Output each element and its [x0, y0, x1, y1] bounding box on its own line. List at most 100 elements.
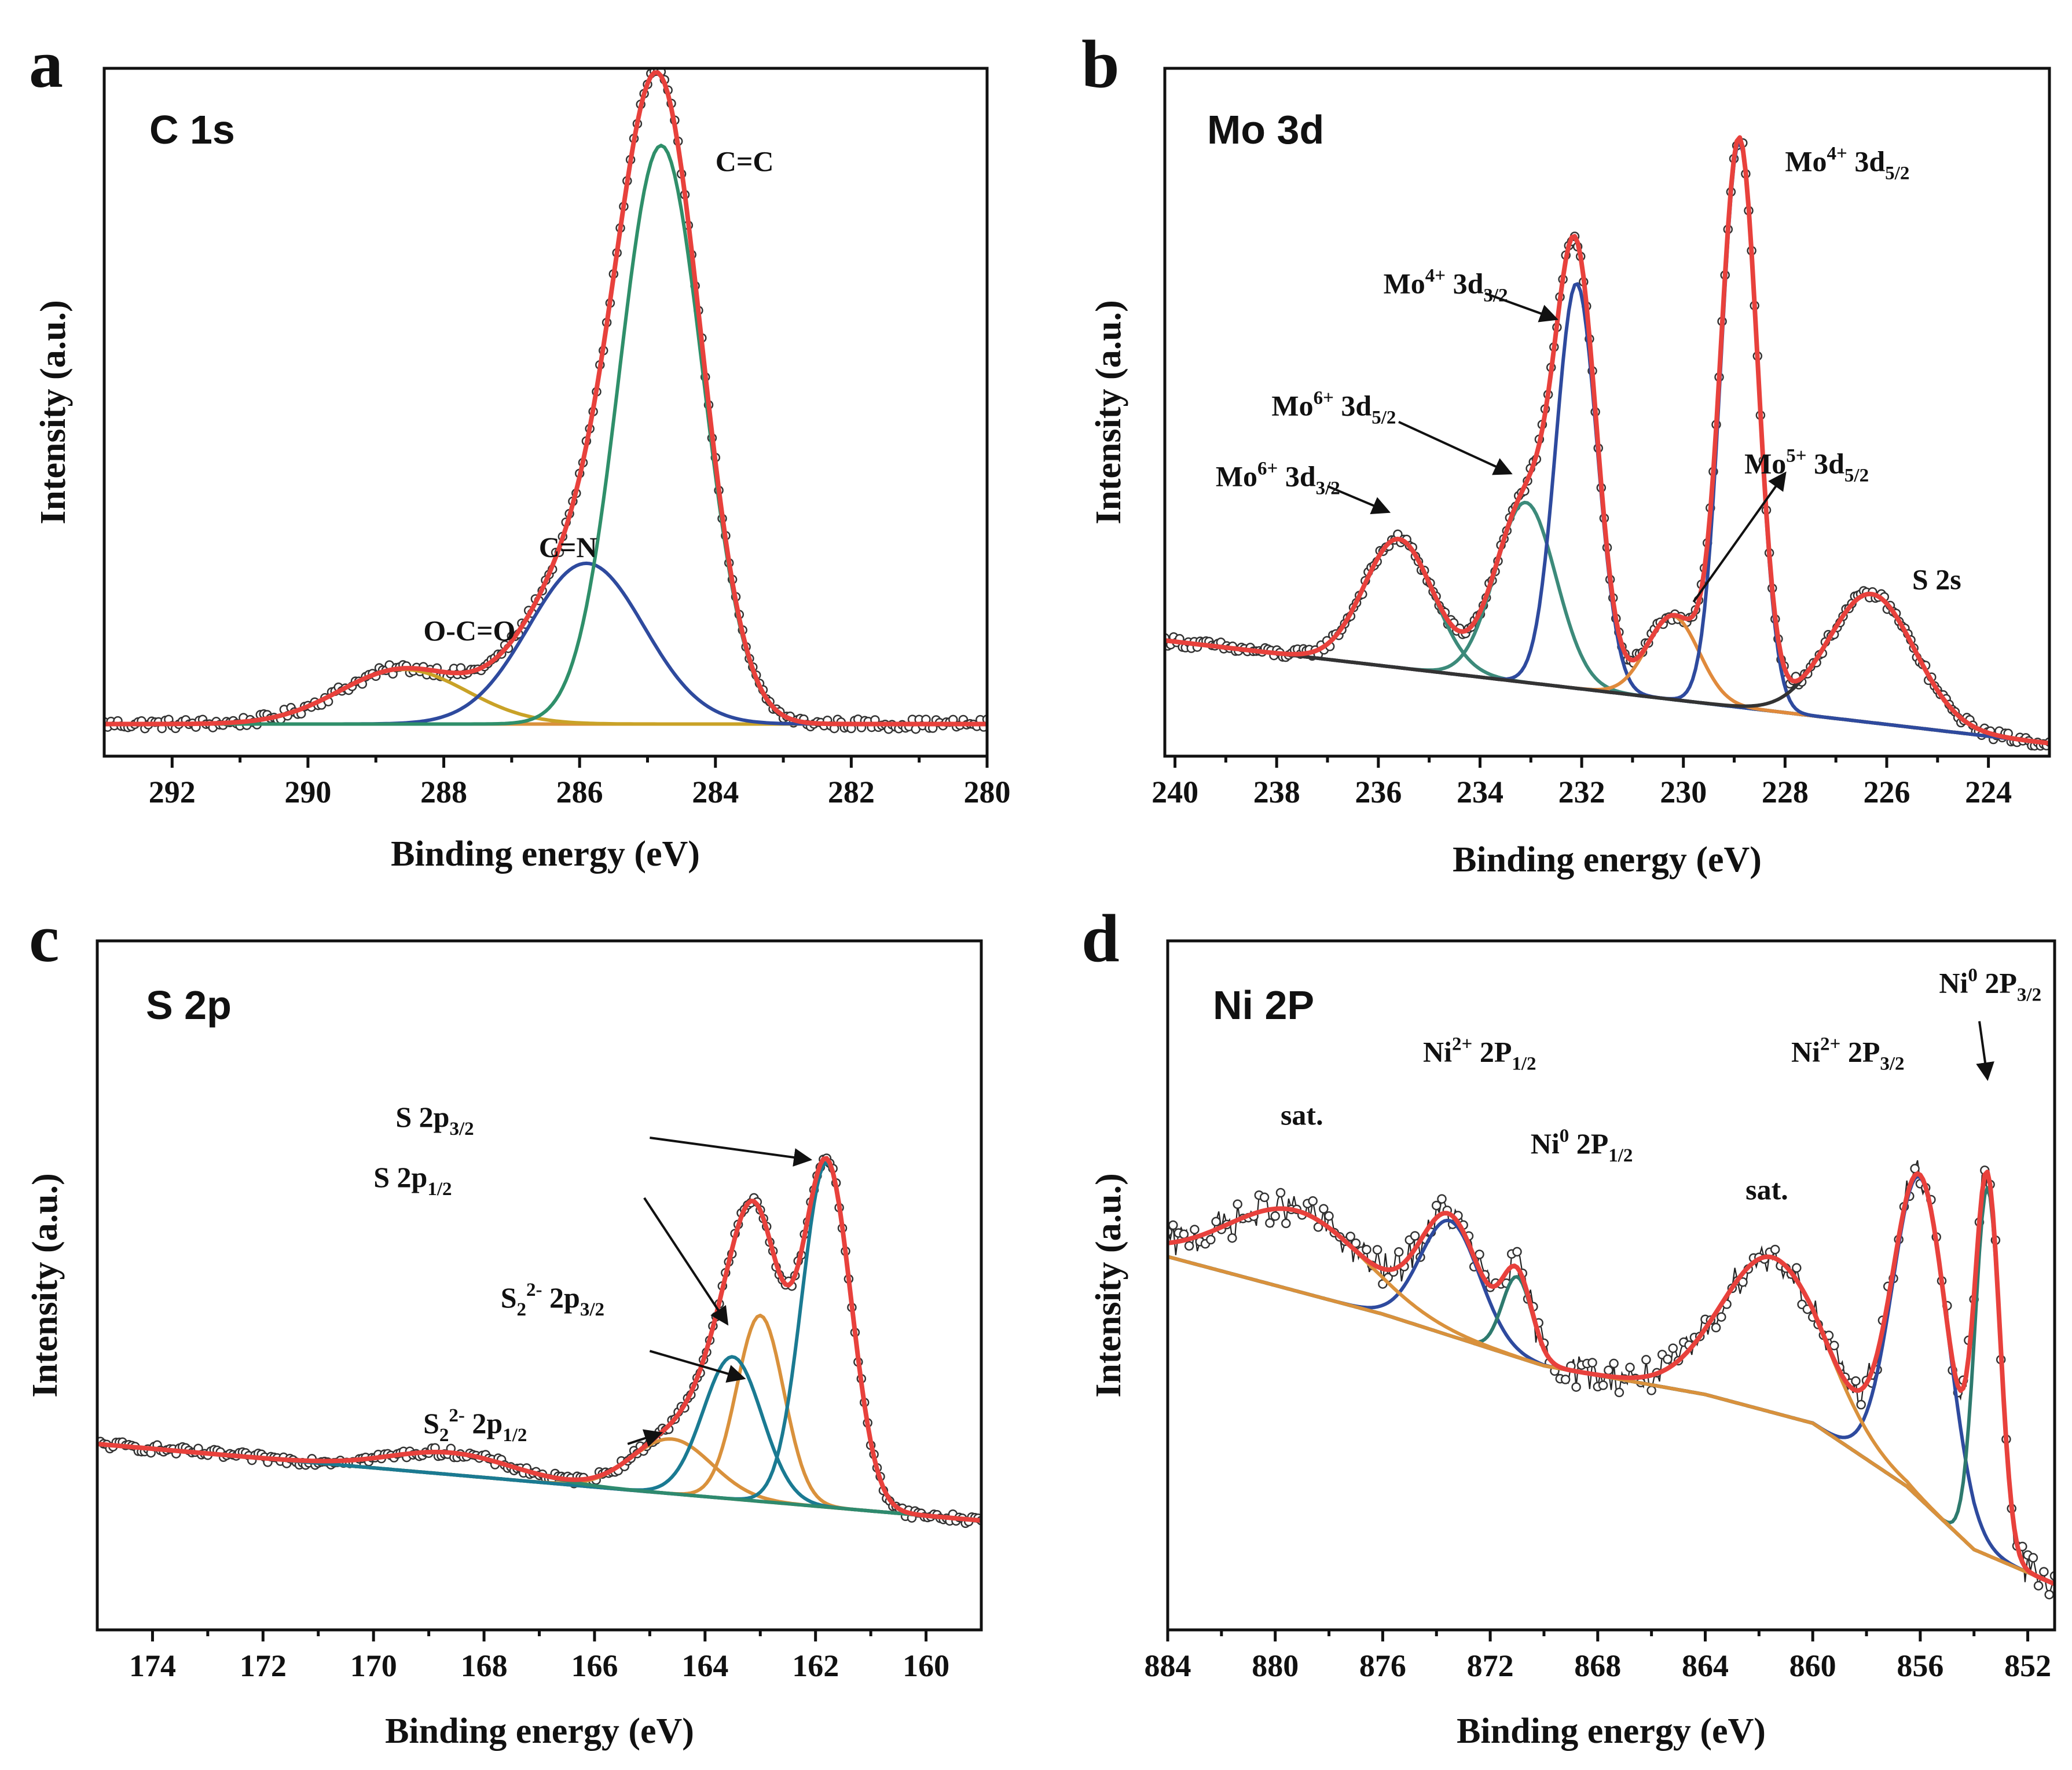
- y-axis-title: Intensity (a.u.): [1089, 300, 1128, 525]
- x-tick-label: 164: [681, 1648, 728, 1683]
- raw-data-point: [1410, 1231, 1420, 1241]
- raw-data-point: [1281, 1218, 1291, 1229]
- x-tick-label: 288: [420, 775, 467, 809]
- fit-envelope-line: [1165, 135, 2049, 746]
- raw-data-point: [1431, 1200, 1442, 1211]
- x-tick-label: 282: [828, 775, 875, 809]
- peak-label: S 2s: [1912, 563, 1961, 595]
- x-tick-label: 236: [1355, 775, 1402, 809]
- raw-data-point: [1265, 1218, 1275, 1228]
- raw-data-point: [1324, 1211, 1334, 1221]
- raw-data-point: [1625, 1362, 1635, 1373]
- peak-label: Mo5+ 3d5/2: [1744, 445, 1869, 486]
- x-tick-label: 172: [240, 1648, 287, 1683]
- x-tick-label: 856: [1897, 1648, 1943, 1683]
- peak-label: Ni2+ 2P1/2: [1423, 1034, 1536, 1074]
- raw-data-point: [1211, 1216, 1221, 1227]
- raw-data-point: [1663, 1354, 1673, 1364]
- peak-label: Ni0 2P1/2: [1531, 1126, 1633, 1166]
- x-tick-label: 872: [1467, 1648, 1514, 1683]
- panel-title: Mo 3d: [1207, 107, 1324, 152]
- raw-data-point: [1233, 1199, 1242, 1210]
- peak-label: C=N: [539, 531, 597, 563]
- x-axis-title: Binding energy (eV): [1453, 840, 1762, 879]
- x-axis-title: Binding energy (eV): [1457, 1712, 1766, 1751]
- x-tick-label: 290: [284, 775, 331, 809]
- raw-data-point: [1560, 1375, 1571, 1384]
- x-tick-label: 166: [571, 1648, 618, 1683]
- fit-envelope-line: [1168, 1170, 2055, 1586]
- x-tick-label: 852: [2004, 1648, 2051, 1683]
- raw-data-point: [1206, 1234, 1216, 1245]
- y-axis-title: Intensity (a.u.): [25, 1173, 65, 1398]
- x-tick-label: 286: [556, 775, 603, 809]
- raw-data-point: [1792, 1263, 1802, 1273]
- raw-data-point: [1717, 1312, 1726, 1322]
- raw-data-point: [1351, 1238, 1361, 1248]
- x-tick-label: 284: [692, 775, 739, 809]
- raw-data-point: [1319, 1204, 1329, 1214]
- peak-label: S 2p3/2: [395, 1101, 474, 1139]
- annotation-arrow: [1692, 471, 1787, 603]
- peak-label: Mo4+ 3d3/2: [1384, 266, 1508, 306]
- panel-b: b 240 238 236 234 232 230 228 226 224 Mo4+ 3d5/2 M…: [1081, 26, 2051, 879]
- raw-data-point: [1587, 1358, 1597, 1368]
- peak-label: O-C=O: [423, 614, 515, 647]
- annotation-arrow: [627, 1429, 663, 1447]
- raw-data-point: [1571, 1382, 1581, 1392]
- x-tick-label: 174: [129, 1648, 176, 1683]
- peak-label: Ni2+ 2P3/2: [1791, 1034, 1905, 1074]
- panel-letter: b: [1081, 26, 1120, 102]
- raw-data-point: [1275, 1188, 1286, 1198]
- y-axis-title: Intensity (a.u.): [1089, 1173, 1128, 1398]
- raw-data-point: [1179, 1229, 1189, 1239]
- panel-letter: a: [29, 26, 63, 102]
- annotation-arrow: [643, 1197, 729, 1326]
- raw-data-point: [2039, 1567, 2049, 1577]
- x-tick-label: 860: [1789, 1648, 1836, 1683]
- fit-envelope-line: [104, 70, 987, 727]
- peak-label: sat.: [1745, 1173, 1788, 1205]
- x-tick-label: 292: [149, 775, 196, 809]
- fit-envelope-line: [97, 1156, 981, 1523]
- raw-data-point: [1646, 1386, 1656, 1395]
- panel-c: c 174 172 170 168 166 164 162 160 S 2p3/2 S 2p1/2…: [25, 900, 983, 1751]
- x-tick-label: 864: [1682, 1648, 1729, 1683]
- peak-label: Mo6+ 3d3/2: [1216, 459, 1340, 499]
- annotation-arrow: [1976, 1021, 1994, 1081]
- plot-frame: [102, 67, 989, 758]
- raw-data-point: [1308, 1196, 1318, 1206]
- raw-data-line: [1168, 1160, 2055, 1597]
- x-tick-label: 160: [903, 1648, 949, 1683]
- raw-data-point: [1393, 1247, 1404, 1257]
- annotation-arrow: [1484, 292, 1558, 323]
- panel-title: Ni 2P: [1213, 983, 1314, 1028]
- raw-data-point: [1270, 1211, 1280, 1221]
- raw-data-point: [1437, 1194, 1447, 1204]
- plot-frame: [96, 939, 983, 1632]
- plot-frame: [1166, 939, 2056, 1632]
- raw-data-point: [2044, 1589, 2054, 1600]
- raw-data-point: [1851, 1376, 1861, 1386]
- peak-label: S22- 2p3/2: [501, 1280, 604, 1320]
- annotation-arrow: [649, 1350, 746, 1383]
- panel-title: S 2p: [146, 983, 232, 1028]
- x-tick-label: 234: [1457, 775, 1503, 809]
- x-tick-label: 168: [461, 1648, 508, 1683]
- x-tick-label: 884: [1145, 1648, 1191, 1683]
- panel-title: C 1s: [149, 107, 235, 152]
- annotation-arrow: [1327, 485, 1391, 514]
- raw-data-point: [1609, 1358, 1619, 1369]
- annotation-arrow: [650, 1137, 813, 1167]
- panel-d: d 884 880 876 872 868 864 860 856 852 sat. Ni2+ 2P…: [1081, 900, 2056, 1751]
- peak-label: Ni0 2P3/2: [1939, 965, 2041, 1005]
- x-tick-label: 230: [1660, 775, 1707, 809]
- peak-label: sat.: [1281, 1098, 1323, 1131]
- raw-data-point: [1184, 1241, 1194, 1251]
- raw-data-point: [1641, 1355, 1651, 1365]
- x-tick-label: 224: [1965, 775, 2012, 809]
- raw-data-point: [1362, 1244, 1371, 1255]
